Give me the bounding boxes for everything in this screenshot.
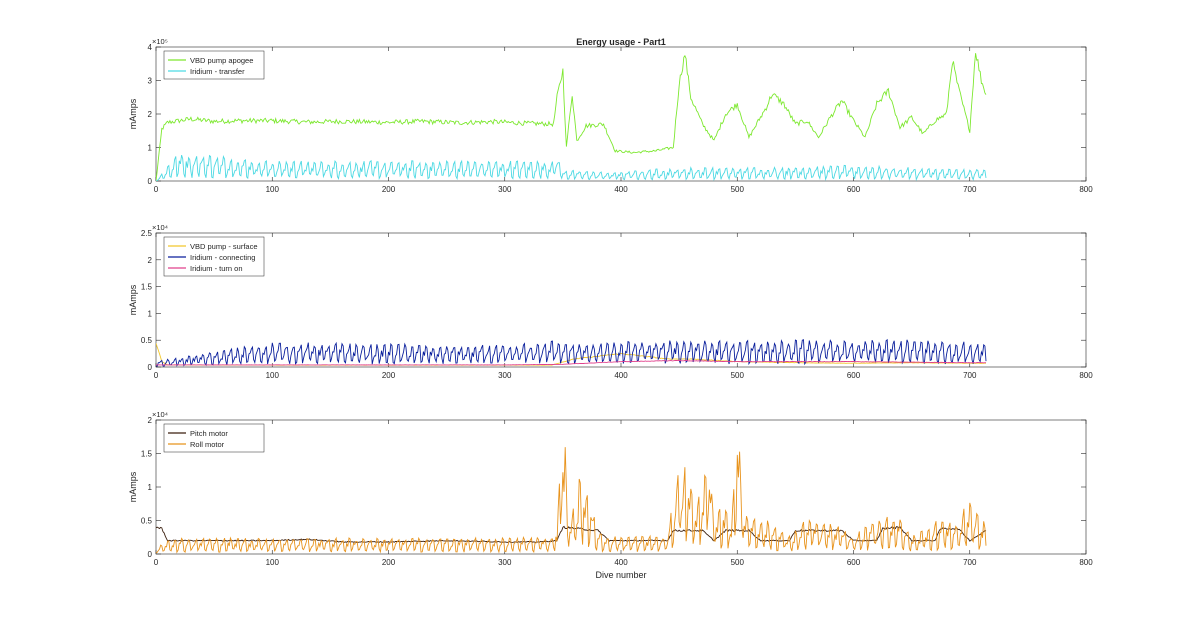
x-tick-label: 500 bbox=[731, 558, 745, 567]
x-tick-label: 600 bbox=[847, 558, 861, 567]
y-exponent-label: ×10⁴ bbox=[152, 223, 168, 232]
legend-entry: Iridium - transfer bbox=[190, 67, 245, 76]
series-line-2 bbox=[156, 154, 987, 181]
x-tick-label: 400 bbox=[614, 558, 628, 567]
series-line-3 bbox=[156, 360, 986, 366]
y-tick-label: 1.5 bbox=[141, 450, 153, 459]
series-line-1 bbox=[156, 53, 987, 181]
y-tick-label: 4 bbox=[148, 43, 153, 52]
y-tick-label: 2 bbox=[148, 256, 153, 265]
y-tick-label: 1 bbox=[148, 309, 153, 318]
x-tick-label: 500 bbox=[731, 185, 745, 194]
legend-entry: VBD pump - surface bbox=[190, 242, 258, 251]
series-line-2 bbox=[156, 447, 987, 554]
y-tick-label: 1 bbox=[148, 483, 153, 492]
x-tick-label: 100 bbox=[266, 185, 280, 194]
y-exponent-label: ×10⁴ bbox=[152, 410, 168, 419]
x-axis-label: Dive number bbox=[595, 570, 646, 580]
x-tick-label: 200 bbox=[382, 185, 396, 194]
chart-panel-2: 0 100 200 300 400 500 600 700 800 0 0.5 1 1.5 2 2.5×10… bbox=[128, 223, 1093, 380]
legend-entry: Pitch motor bbox=[190, 429, 228, 438]
y-axis-label: mAmps bbox=[128, 98, 138, 129]
x-tick-label: 600 bbox=[847, 185, 861, 194]
y-tick-label: 1 bbox=[148, 144, 153, 153]
x-tick-label: 0 bbox=[154, 371, 159, 380]
y-axis-label: mAmps bbox=[128, 471, 138, 502]
x-tick-label: 300 bbox=[498, 185, 512, 194]
x-tick-label: 600 bbox=[847, 371, 861, 380]
legend-entry: VBD pump apogee bbox=[190, 56, 253, 65]
x-tick-label: 500 bbox=[731, 371, 745, 380]
legend-box bbox=[163, 50, 265, 80]
x-tick-label: 0 bbox=[154, 185, 159, 194]
chart-panel-3: 0 100 200 300 400 500 600 700 800 0 0.5 1 1.5 2×10⁴ mA… bbox=[128, 410, 1093, 580]
legend-entry: Iridium - connecting bbox=[190, 253, 255, 262]
series-line-2 bbox=[156, 338, 987, 367]
x-tick-label: 300 bbox=[498, 558, 512, 567]
x-tick-label: 400 bbox=[614, 185, 628, 194]
legend-entry: Roll motor bbox=[190, 440, 225, 449]
y-tick-label: 3 bbox=[148, 77, 153, 86]
y-tick-label: 0 bbox=[148, 177, 153, 186]
y-tick-label: 0 bbox=[148, 550, 153, 559]
x-tick-label: 700 bbox=[963, 185, 977, 194]
y-tick-label: 2.5 bbox=[141, 229, 153, 238]
x-tick-label: 200 bbox=[382, 371, 396, 380]
y-tick-label: 0 bbox=[148, 363, 153, 372]
x-tick-label: 300 bbox=[498, 371, 512, 380]
x-tick-label: 400 bbox=[614, 371, 628, 380]
y-axis-label: mAmps bbox=[128, 284, 138, 315]
y-tick-label: 2 bbox=[148, 416, 153, 425]
y-exponent-label: ×10⁵ bbox=[152, 37, 168, 46]
y-tick-label: 0.5 bbox=[141, 336, 153, 345]
x-tick-label: 700 bbox=[963, 558, 977, 567]
plot-area bbox=[155, 419, 1087, 555]
legend-entry: Iridium - turn on bbox=[190, 264, 243, 273]
x-tick-label: 200 bbox=[382, 558, 396, 567]
y-tick-label: 1.5 bbox=[141, 283, 153, 292]
x-tick-label: 800 bbox=[1079, 185, 1093, 194]
y-tick-label: 0.5 bbox=[141, 517, 153, 526]
chart-panel-1: 0 100 200 300 400 500 600 700 800 0 1 2 3 4×10⁵ mAmps V… bbox=[128, 37, 1093, 194]
x-tick-label: 0 bbox=[154, 558, 159, 567]
x-tick-label: 800 bbox=[1079, 558, 1093, 567]
figure-title: Energy usage - Part1 bbox=[576, 37, 666, 47]
x-tick-label: 100 bbox=[266, 558, 280, 567]
x-tick-label: 100 bbox=[266, 371, 280, 380]
x-tick-label: 800 bbox=[1079, 371, 1093, 380]
legend-box bbox=[163, 423, 265, 453]
x-tick-label: 700 bbox=[963, 371, 977, 380]
y-tick-label: 2 bbox=[148, 110, 153, 119]
plot-area bbox=[155, 46, 1087, 182]
